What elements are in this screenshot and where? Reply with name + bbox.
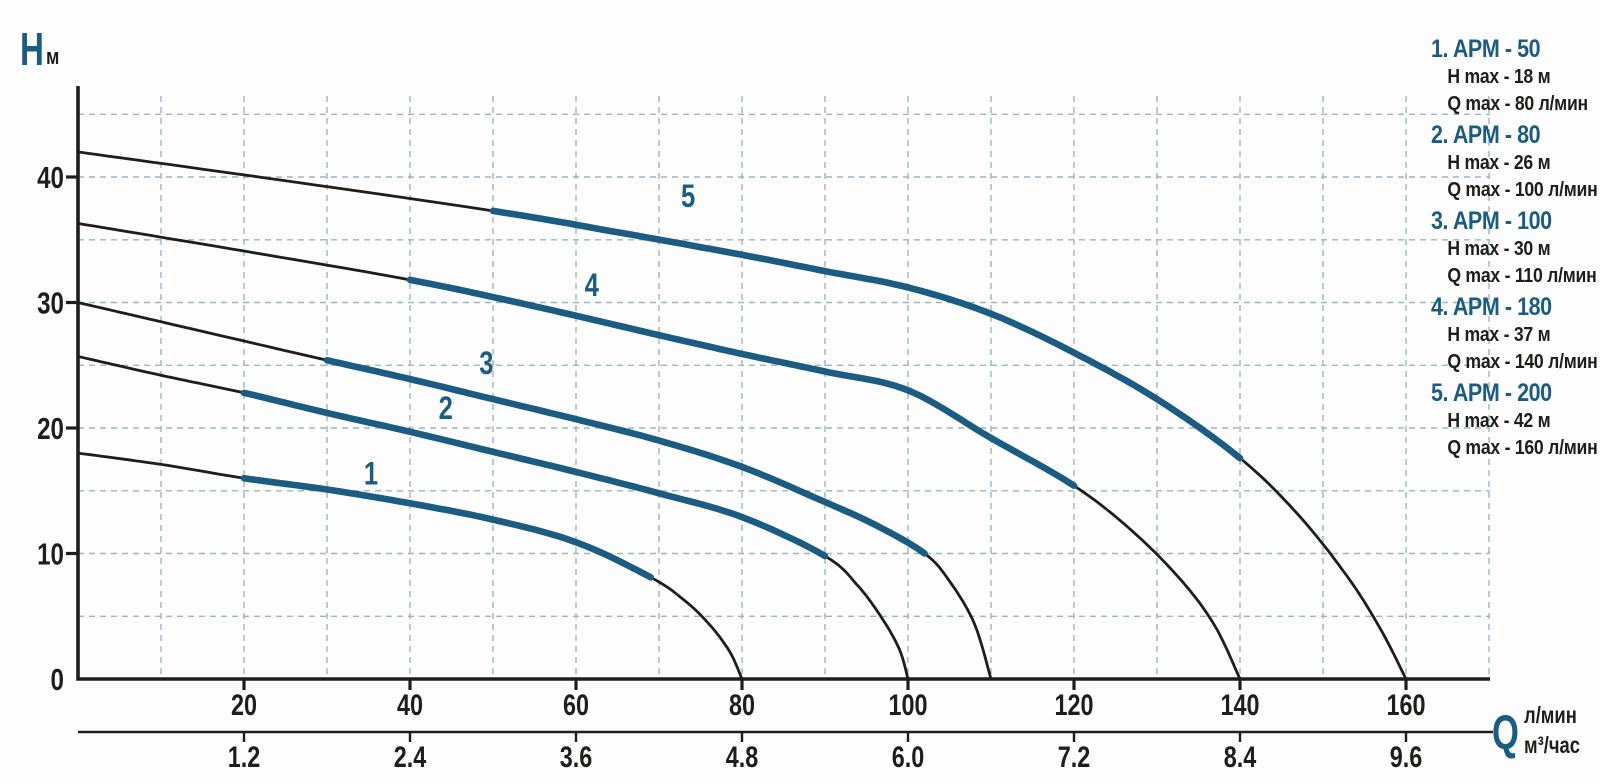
- curve-2-label: 2: [439, 392, 453, 427]
- x-tick-label-m3h: 2.4: [394, 740, 427, 773]
- curve-3-blue: [323, 356, 928, 557]
- y-tick-label: 40: [37, 160, 64, 195]
- y-tick-label: 10: [37, 537, 64, 572]
- curve-2-blue: [240, 389, 829, 560]
- x-tick-label-lmin: 160: [1386, 688, 1425, 721]
- x-axis-title: Q л/мин м³/час: [1492, 700, 1594, 760]
- x-axis-unit-m3h: м³/час: [1524, 732, 1581, 758]
- legend-item-hmax: H max - 42 м: [1447, 409, 1551, 432]
- legend-item-hmax: H max - 37 м: [1447, 323, 1551, 346]
- legend-item-hmax: H max - 26 м: [1447, 151, 1551, 174]
- y-axis-letter: H: [20, 23, 44, 75]
- legend-item-qmax: Q max - 80 л/мин: [1447, 92, 1588, 115]
- legend-item-hmax: H max - 18 м: [1447, 65, 1551, 88]
- x-tick-label-lmin: 100: [888, 688, 927, 721]
- legend-item-qmax: Q max - 140 л/мин: [1447, 350, 1598, 373]
- x-tick-label-lmin: 60: [563, 688, 589, 721]
- curve-1-label: 1: [364, 457, 378, 492]
- legend-item-qmax: Q max - 100 л/мин: [1447, 178, 1598, 201]
- x-tick-label-m3h: 7.2: [1058, 740, 1091, 773]
- legend-item-qmax: Q max - 110 л/мин: [1447, 264, 1597, 287]
- x-tick-label-lmin: 140: [1220, 688, 1259, 721]
- y-tick-label: 30: [37, 286, 64, 321]
- x-tick-label-m3h: 1.2: [228, 740, 261, 773]
- legend-item-title: 3. APM - 100: [1431, 207, 1552, 235]
- legend-item-title: 5. APM - 200: [1431, 379, 1552, 407]
- x-tick-label-m3h: 4.8: [726, 740, 759, 773]
- x-tick-label-lmin: 120: [1054, 688, 1093, 721]
- legend-item-qmax: Q max - 160 л/мин: [1447, 436, 1598, 459]
- curve-3-label: 3: [479, 346, 493, 381]
- x-tick-label-lmin: 80: [729, 688, 755, 721]
- x-tick-label-lmin: 20: [231, 688, 257, 721]
- y-tick-label: 20: [37, 411, 64, 446]
- y-tick-label: 0: [51, 662, 64, 697]
- curve-4-blue: [406, 276, 1078, 489]
- legend-item-title: 2. APM - 80: [1431, 121, 1541, 149]
- x-tick-label-m3h: 8.4: [1224, 740, 1257, 773]
- legend-item-hmax: H max - 30 м: [1447, 237, 1551, 260]
- curve-4-label: 4: [585, 269, 599, 304]
- x-tick-label-m3h: 3.6: [560, 740, 593, 773]
- curve-5-blue: [489, 207, 1244, 462]
- axes: [76, 86, 1490, 681]
- curve-5-label: 5: [681, 179, 695, 214]
- legend: 1. APM - 50 H max - 18 м Q max - 80 л/ми…: [1431, 36, 1600, 466]
- x-axis-unit-lmin: л/мин: [1524, 702, 1578, 728]
- x-axis-units: л/мин м³/час: [1524, 700, 1580, 760]
- legend-item-title: 1. APM - 50: [1431, 35, 1541, 63]
- legend-item-apm100: 3. APM - 100 H max - 30 м Q max - 110 л/…: [1431, 208, 1600, 289]
- legend-item-apm180: 4. APM - 180 H max - 37 м Q max - 140 л/…: [1431, 294, 1600, 375]
- x-tick-label-lmin: 40: [397, 688, 423, 721]
- legend-item-apm80: 2. APM - 80 H max - 26 м Q max - 100 л/м…: [1431, 122, 1600, 203]
- y-axis-unit: м: [46, 44, 60, 69]
- x-axis-letter: Q: [1492, 707, 1519, 760]
- legend-item-title: 4. APM - 180: [1431, 293, 1552, 321]
- y-axis-title: H м: [20, 26, 63, 72]
- x-tick-label-m3h: 9.6: [1390, 740, 1423, 773]
- legend-item-apm200: 5. APM - 200 H max - 42 м Q max - 160 л/…: [1431, 380, 1600, 461]
- x-tick-label-m3h: 6.0: [892, 740, 925, 773]
- curve-1-blue: [240, 474, 654, 581]
- legend-item-apm50: 1. APM - 50 H max - 18 м Q max - 80 л/ми…: [1431, 36, 1600, 117]
